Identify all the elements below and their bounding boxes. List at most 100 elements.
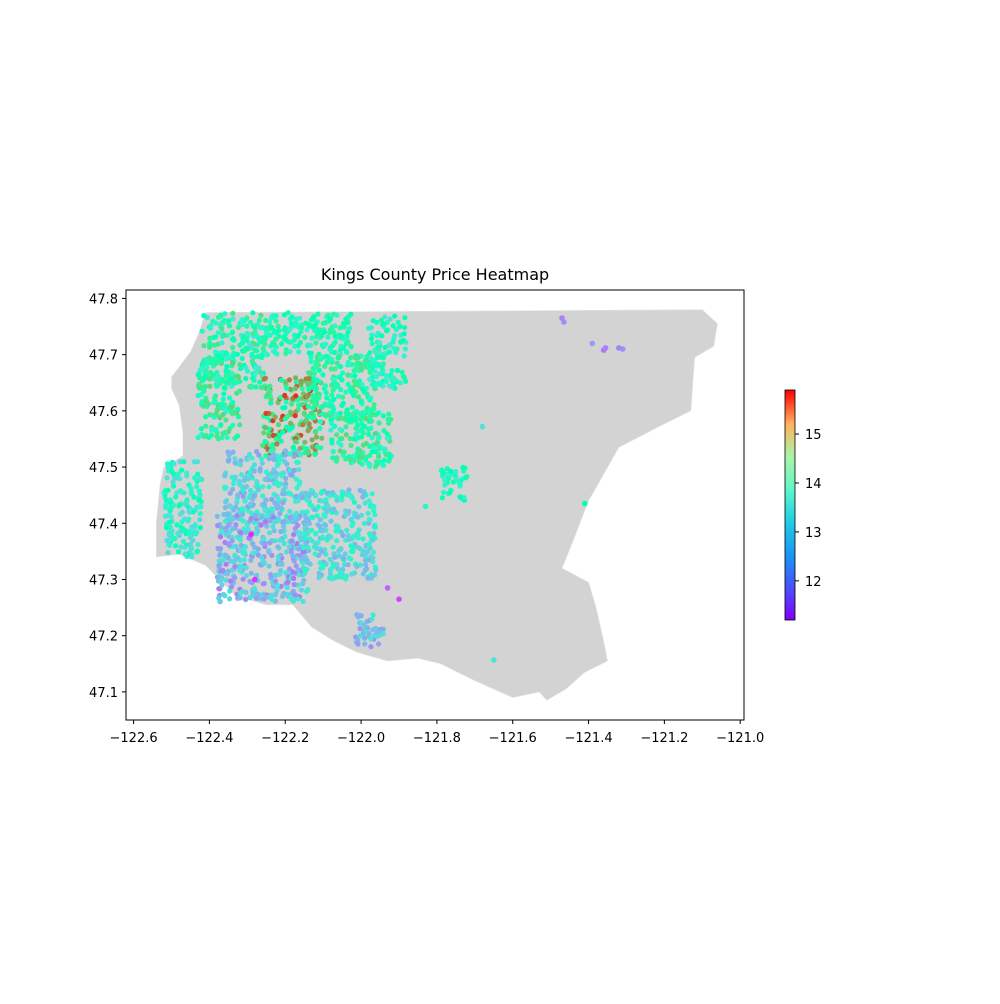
- price-point: [368, 644, 374, 650]
- price-point: [292, 439, 299, 445]
- price-point: [328, 518, 334, 524]
- price-point: [320, 534, 326, 540]
- price-point: [188, 541, 194, 547]
- price-point: [284, 385, 290, 391]
- price-point: [300, 581, 306, 587]
- price-point: [265, 391, 271, 398]
- price-point: [314, 513, 320, 519]
- price-point: [335, 393, 342, 399]
- price-point: [247, 384, 253, 390]
- price-point: [272, 578, 278, 584]
- price-point: [204, 398, 210, 405]
- price-point: [368, 636, 374, 642]
- price-point: [166, 542, 172, 548]
- price-point: [281, 312, 288, 318]
- price-point: [390, 381, 397, 387]
- price-point: [325, 503, 331, 509]
- price-point: [349, 404, 355, 410]
- price-point: [243, 573, 249, 579]
- price-point: [364, 549, 371, 555]
- price-point: [333, 384, 339, 390]
- price-point: [223, 531, 229, 538]
- price-point: [269, 324, 275, 330]
- price-point: [181, 459, 187, 465]
- price-point: [374, 345, 381, 351]
- price-point: [334, 455, 340, 461]
- price-point: [293, 409, 299, 415]
- price-point: [179, 467, 185, 473]
- price-point: [303, 541, 309, 547]
- price-point: [293, 375, 299, 381]
- price-point: [279, 473, 285, 479]
- price-point: [241, 477, 247, 483]
- price-point: [348, 442, 354, 448]
- price-point: [283, 481, 289, 487]
- price-point: [327, 571, 334, 577]
- price-point: [290, 553, 296, 560]
- price-point: [272, 538, 278, 544]
- price-point: [164, 538, 170, 544]
- price-point: [238, 472, 245, 478]
- price-point: [263, 469, 269, 475]
- price-point: [238, 542, 244, 548]
- price-point: [236, 388, 243, 394]
- price-point: [332, 554, 338, 560]
- price-point: [315, 357, 321, 363]
- price-point: [331, 396, 337, 402]
- price-point: [253, 384, 259, 390]
- price-point: [239, 317, 245, 323]
- price-point: [261, 430, 267, 436]
- price-point: [381, 321, 387, 327]
- price-point: [361, 622, 367, 628]
- price-point: [370, 612, 376, 618]
- price-point: [284, 413, 291, 419]
- y-tick-label: 47.5: [89, 461, 118, 476]
- price-point: [210, 372, 216, 378]
- plot-area: [156, 309, 718, 701]
- price-point: [199, 328, 205, 334]
- price-point: [344, 333, 350, 339]
- price-point: [352, 389, 359, 395]
- price-point: [278, 394, 284, 400]
- price-point: [278, 561, 284, 567]
- price-point: [332, 333, 338, 339]
- price-point: [367, 350, 373, 356]
- price-point: [357, 625, 363, 632]
- y-tick-label: 47.1: [89, 686, 118, 701]
- price-point: [296, 402, 302, 408]
- price-point: [260, 581, 266, 587]
- price-point: [314, 377, 320, 383]
- price-point: [263, 497, 269, 503]
- price-point: [268, 575, 274, 581]
- price-point: [386, 343, 392, 349]
- price-point: [368, 554, 374, 560]
- price-point: [207, 412, 213, 418]
- price-point: [207, 383, 213, 389]
- price-point: [291, 575, 297, 582]
- price-point: [259, 324, 265, 330]
- price-point: [258, 352, 264, 358]
- price-point: [256, 317, 262, 323]
- price-point: [394, 367, 401, 373]
- price-point: [266, 530, 273, 536]
- price-point: [220, 591, 227, 598]
- price-point: [396, 596, 402, 602]
- price-point: [250, 323, 256, 329]
- price-point: [276, 328, 282, 334]
- price-point: [312, 365, 318, 371]
- price-point: [296, 349, 302, 355]
- price-point: [368, 395, 374, 401]
- price-point: [242, 498, 248, 504]
- price-point: [175, 531, 181, 537]
- price-point: [376, 641, 382, 647]
- price-point: [262, 540, 268, 546]
- price-point: [293, 320, 299, 326]
- price-point: [299, 386, 305, 392]
- price-point: [219, 340, 225, 346]
- price-point: [278, 377, 284, 383]
- price-point: [194, 484, 200, 490]
- price-point: [379, 333, 385, 339]
- price-point: [265, 594, 271, 600]
- price-point: [234, 433, 241, 439]
- price-point: [374, 462, 380, 468]
